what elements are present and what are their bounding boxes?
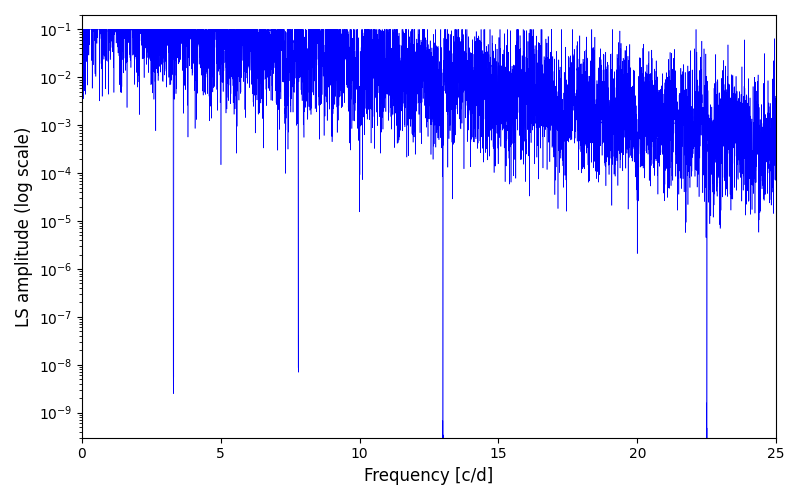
X-axis label: Frequency [c/d]: Frequency [c/d] — [364, 467, 494, 485]
Y-axis label: LS amplitude (log scale): LS amplitude (log scale) — [15, 126, 33, 326]
